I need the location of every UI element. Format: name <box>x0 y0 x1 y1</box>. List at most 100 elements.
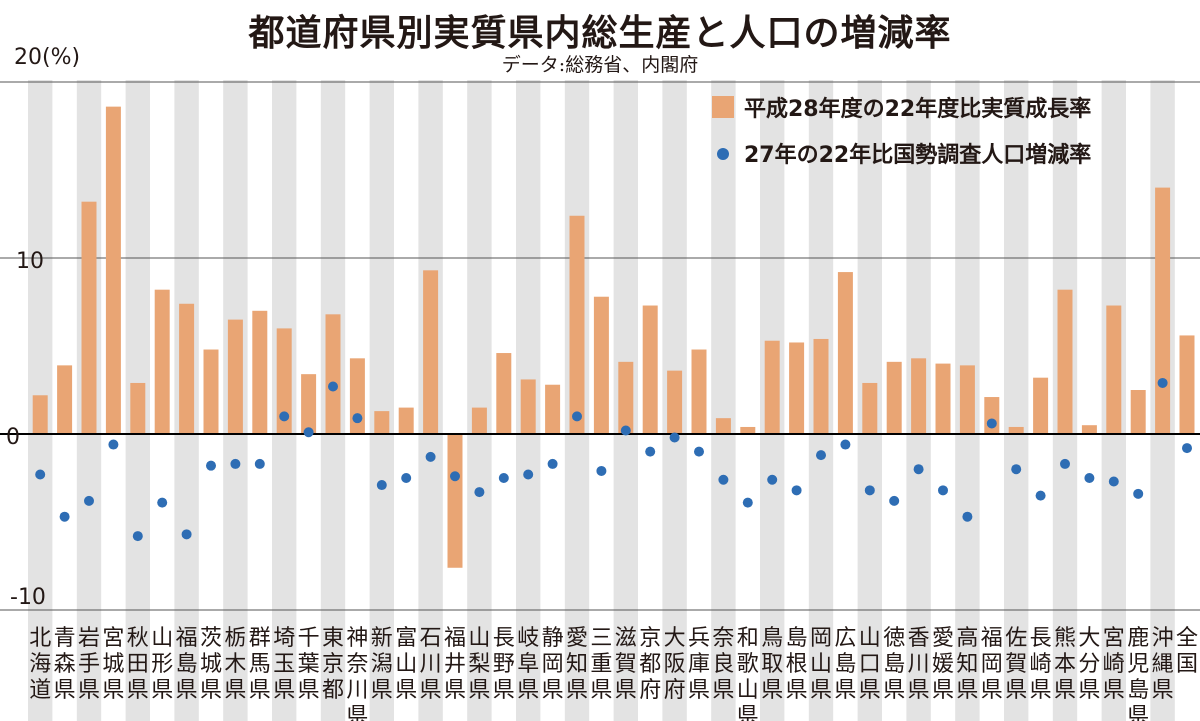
dot-熊本県 <box>1060 458 1070 469</box>
x-category-label: 岩手県 <box>78 626 100 703</box>
chart-title: 都道府県別実質県内総生産と人口の増減率 <box>248 13 952 54</box>
x-category-label: 福井県 <box>444 626 466 703</box>
bar-鳥取県 <box>764 340 780 434</box>
x-category-label: 宮城県 <box>102 626 124 703</box>
x-category-label: 茨城県 <box>200 626 222 703</box>
bar-島根県 <box>789 342 805 434</box>
bar-岡山県 <box>813 338 829 434</box>
x-category-label: 高知県 <box>956 626 978 703</box>
dot-兵庫県 <box>694 446 704 457</box>
dot-岐阜県 <box>523 469 534 480</box>
dot-愛媛県 <box>938 485 948 496</box>
dot-山口県 <box>864 485 875 496</box>
bar-山形県 <box>154 289 170 434</box>
bar-和歌山県 <box>740 426 756 434</box>
bar-熊本県 <box>1057 289 1073 434</box>
y-tick-label: 10 <box>16 249 44 274</box>
x-category-label: 富山県 <box>395 626 417 703</box>
bar-大阪府 <box>667 370 683 434</box>
bar-愛媛県 <box>935 363 951 434</box>
x-category-label: 埼玉県 <box>273 626 295 703</box>
column-stripe <box>467 80 492 721</box>
bar-静岡県 <box>545 384 561 434</box>
dot-石川県 <box>425 451 436 462</box>
x-category-label: 広島県 <box>834 626 856 703</box>
dot-北海道 <box>35 469 46 480</box>
bar-宮城県 <box>105 106 121 434</box>
x-category-label: 鹿児島県 <box>1127 626 1149 721</box>
bar-秋田県 <box>130 382 146 434</box>
dot-神奈川県 <box>352 413 363 424</box>
x-category-label: 新潟県 <box>371 626 393 703</box>
dot-全国 <box>1182 443 1192 454</box>
bar-東京都 <box>325 314 341 434</box>
bar-青森県 <box>57 365 73 434</box>
dot-岩手県 <box>84 495 94 506</box>
bar-岩手県 <box>81 201 97 434</box>
x-category-label: 長野県 <box>493 626 515 703</box>
y-tick-label: 0 <box>6 425 20 450</box>
bar-福島県 <box>179 303 195 434</box>
bar-徳島県 <box>886 361 902 434</box>
x-category-label: 奈良県 <box>712 626 734 703</box>
x-category-label: 三重県 <box>590 626 612 703</box>
dot-栃木県 <box>230 458 241 469</box>
legend-label-growth: 平成28年度の22年度比実質成長率 <box>744 96 1091 122</box>
column-stripe <box>711 80 736 721</box>
dot-島根県 <box>791 485 802 496</box>
bar-福井県 <box>447 434 463 568</box>
dot-茨城県 <box>206 460 216 471</box>
dot-東京都 <box>328 381 338 392</box>
x-category-label: 北海道 <box>29 626 51 703</box>
x-category-label: 栃木県 <box>224 626 246 703</box>
bar-北海道 <box>32 395 48 434</box>
bar-大分県 <box>1081 425 1097 434</box>
bar-長野県 <box>496 353 512 434</box>
dot-福岡県 <box>986 418 997 429</box>
dot-長崎県 <box>1035 490 1046 501</box>
bar-茨城県 <box>203 349 219 434</box>
dot-岡山県 <box>816 450 826 461</box>
dot-鹿児島県 <box>1133 488 1144 499</box>
y-tick-label: -10 <box>10 585 46 610</box>
x-category-label: 長崎県 <box>1030 626 1052 703</box>
dot-大分県 <box>1084 473 1095 483</box>
dot-新潟県 <box>376 480 387 491</box>
x-category-label: 東京都 <box>322 626 344 703</box>
dot-埼玉県 <box>279 411 290 422</box>
bar-千葉県 <box>301 374 317 434</box>
dot-宮崎県 <box>1108 476 1119 487</box>
bar-三重県 <box>593 296 609 434</box>
dot-富山県 <box>401 473 412 483</box>
x-category-label: 秋田県 <box>127 626 149 703</box>
dot-青森県 <box>59 511 70 522</box>
bar-福岡県 <box>984 397 1000 434</box>
dot-千葉県 <box>303 427 314 438</box>
bar-沖縄県 <box>1155 187 1171 434</box>
dot-山梨県 <box>474 487 485 498</box>
dot-奈良県 <box>718 474 729 485</box>
dot-長野県 <box>498 473 509 483</box>
bar-栃木県 <box>227 319 243 434</box>
y-unit-label: 20(%) <box>14 45 81 70</box>
x-category-label: 滋賀県 <box>615 626 637 703</box>
x-category-label: 神奈川県 <box>346 626 368 721</box>
x-category-label: 佐賀県 <box>1005 626 1027 703</box>
x-category-label: 山形県 <box>151 626 173 703</box>
x-category-label: 京都府 <box>639 626 661 703</box>
bar-佐賀県 <box>1008 426 1024 434</box>
x-category-label: 山梨県 <box>468 626 490 703</box>
x-category-label: 愛媛県 <box>932 626 954 703</box>
bar-長崎県 <box>1033 377 1049 434</box>
dot-三重県 <box>596 465 607 476</box>
dot-高知県 <box>962 511 973 522</box>
x-category-label: 和歌山県 <box>737 626 759 721</box>
dot-広島県 <box>840 439 851 450</box>
x-category-label: 福島県 <box>176 626 198 703</box>
bar-山梨県 <box>471 407 487 434</box>
dot-鳥取県 <box>767 474 778 485</box>
dot-福島県 <box>181 529 192 540</box>
x-category-label: 山口県 <box>859 626 881 703</box>
bar-宮崎県 <box>1106 305 1122 434</box>
